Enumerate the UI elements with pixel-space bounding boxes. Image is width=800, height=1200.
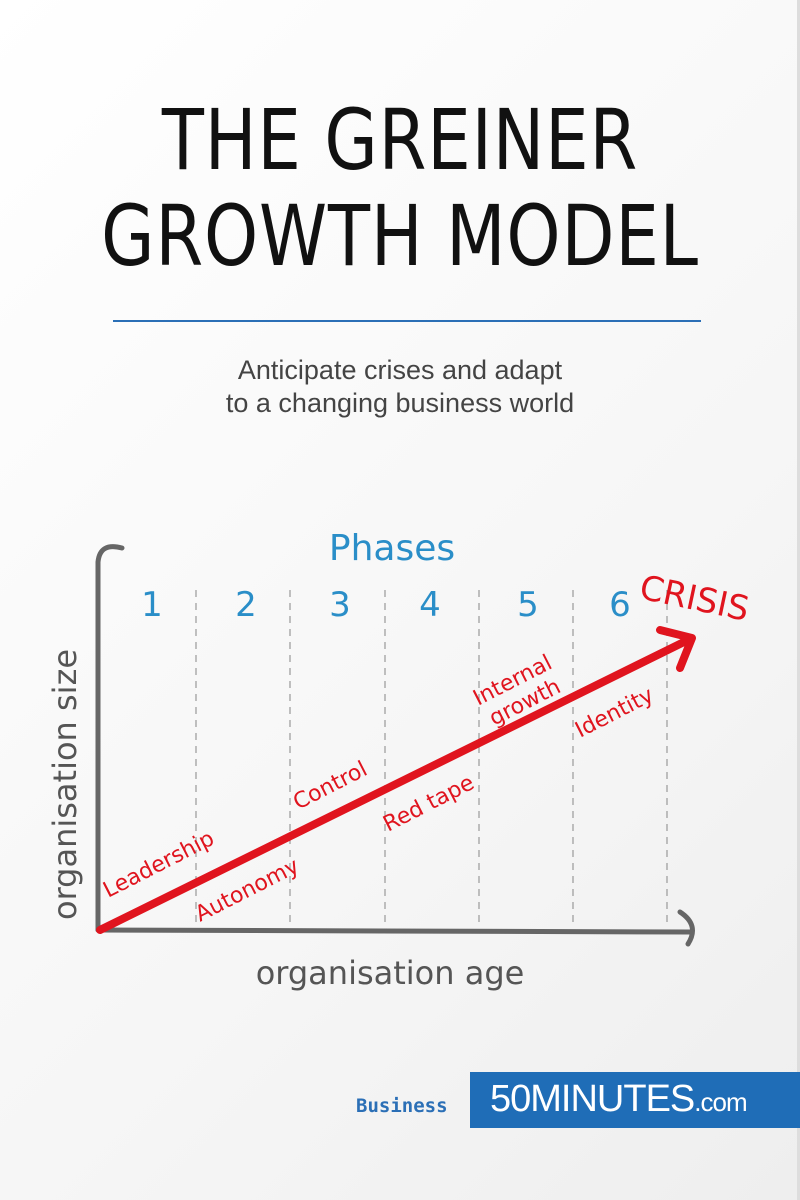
- title-divider: [113, 320, 701, 322]
- title-line-2: GROWTH MODEL: [101, 187, 699, 285]
- phase-number: 4: [419, 585, 441, 625]
- label-leadership: Leadership: [99, 826, 218, 903]
- phase-number: 5: [517, 585, 539, 625]
- x-axis: [95, 909, 695, 947]
- y-axis: [95, 544, 125, 933]
- crisis-label: CRISIS: [636, 568, 752, 630]
- x-axis-label: organisation age: [256, 954, 525, 992]
- book-subtitle: Anticipate crises and adapt to a changin…: [0, 354, 800, 420]
- brand-main: 50MINUTES: [490, 1078, 695, 1120]
- page-edge: [797, 0, 800, 1200]
- subtitle-line-1: Anticipate crises and adapt: [237, 355, 563, 385]
- phase-numbers: 1 2 3 4 5 6: [141, 585, 631, 625]
- publisher-name: 50MINUTES.com: [490, 1078, 748, 1121]
- subtitle-line-2: to a changing business world: [225, 388, 575, 418]
- brand-suffix: .com: [694, 1087, 747, 1117]
- phase-number: 2: [235, 585, 257, 625]
- phase-number: 1: [141, 585, 163, 625]
- phases-label: Phases: [329, 528, 455, 569]
- phase-number: 3: [329, 585, 351, 625]
- y-axis-label: organisation size: [46, 649, 84, 920]
- category-label: Business: [356, 1095, 448, 1117]
- greiner-diagram: Phases 1 2 3 4 5 6 CRISIS Leadership Aut…: [46, 528, 753, 992]
- title-line-1: THE GREINER: [161, 91, 639, 189]
- book-title: THE GREINER GROWTH MODEL: [72, 92, 728, 284]
- growth-arrow: [96, 626, 696, 934]
- label-autonomy: Autonomy: [191, 854, 303, 928]
- phase-number: 6: [609, 585, 631, 625]
- publisher-logo: 50MINUTES.com: [470, 1072, 800, 1128]
